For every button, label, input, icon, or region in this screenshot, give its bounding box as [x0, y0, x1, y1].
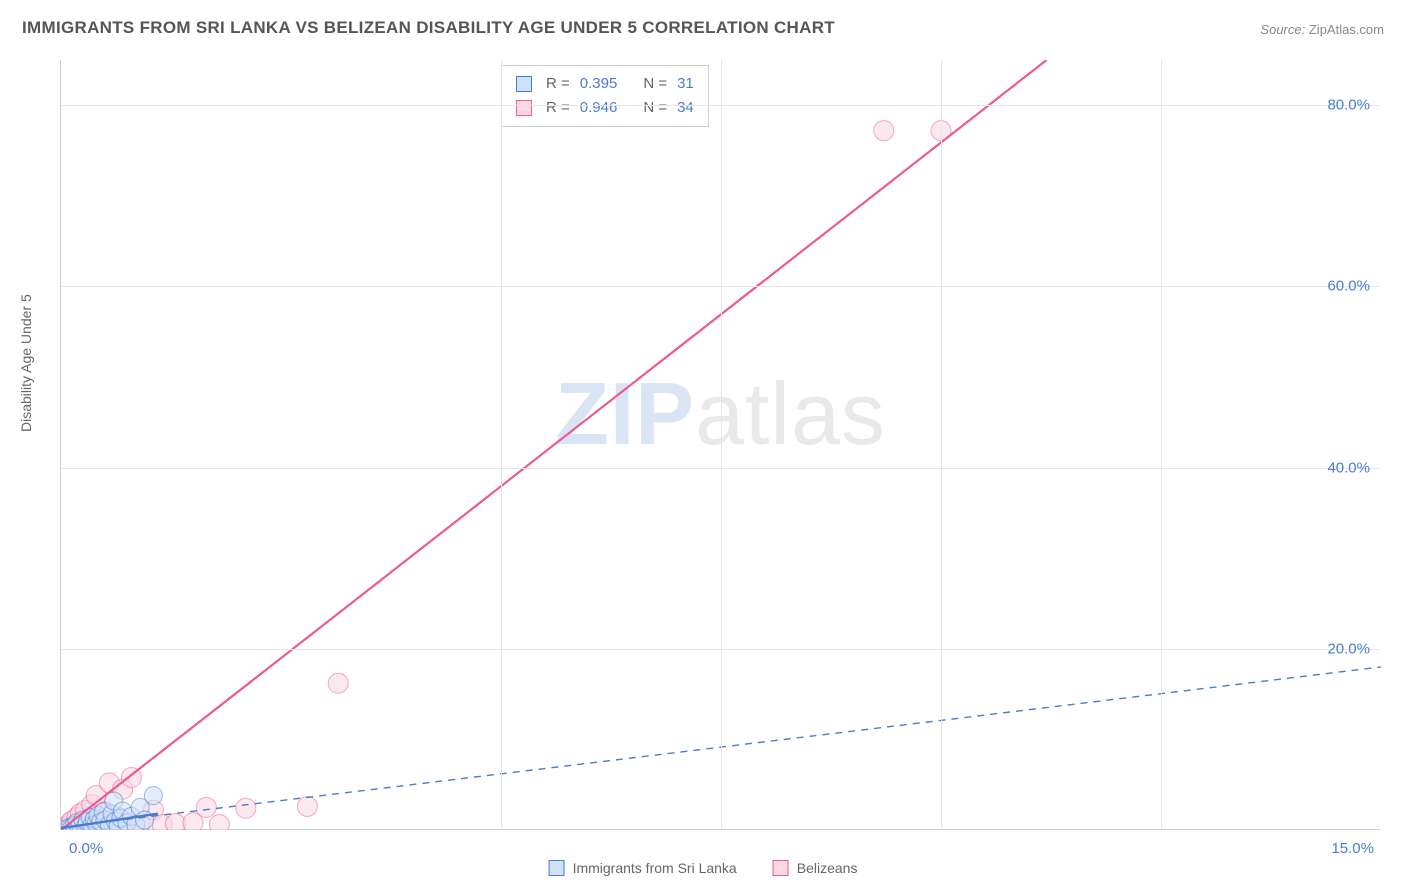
source-attribution: Source: ZipAtlas.com	[1260, 22, 1384, 37]
data-point	[209, 815, 229, 830]
data-point	[196, 797, 216, 817]
y-axis-label: Disability Age Under 5	[18, 294, 34, 432]
y-tick-label: 60.0%	[1327, 278, 1370, 295]
bottom-swatch-b	[773, 860, 789, 876]
y-tick-label: 80.0%	[1327, 97, 1370, 114]
gridline-v	[1161, 60, 1162, 829]
legend-row-a: R = 0.395 N = 31	[516, 72, 694, 96]
source-value: ZipAtlas.com	[1309, 22, 1384, 37]
bottom-label-a: Immigrants from Sri Lanka	[573, 860, 737, 876]
y-tick-label: 20.0%	[1327, 640, 1370, 657]
r-value-a: 0.395	[580, 72, 618, 96]
bottom-label-b: Belizeans	[797, 860, 858, 876]
n-label: N =	[643, 96, 667, 120]
gridline-v	[721, 60, 722, 829]
r-label: R =	[546, 96, 570, 120]
correlation-legend: R = 0.395 N = 31 R = 0.946 N = 34	[501, 65, 709, 127]
x-tick-label: 15.0%	[1331, 840, 1374, 857]
legend-swatch-a	[516, 76, 532, 92]
data-point	[297, 796, 317, 816]
r-value-b: 0.946	[580, 96, 618, 120]
data-point	[165, 814, 185, 830]
trend-line	[61, 60, 1047, 830]
gridline-v	[501, 60, 502, 829]
bottom-legend: Immigrants from Sri Lanka Belizeans	[549, 860, 858, 876]
r-label: R =	[546, 72, 570, 96]
bottom-legend-item-a: Immigrants from Sri Lanka	[549, 860, 737, 876]
chart-title: IMMIGRANTS FROM SRI LANKA VS BELIZEAN DI…	[22, 18, 835, 38]
x-tick-label: 0.0%	[69, 840, 103, 857]
gridline-v	[941, 60, 942, 829]
n-label: N =	[643, 72, 667, 96]
data-point	[328, 673, 348, 693]
y-tick-label: 40.0%	[1327, 459, 1370, 476]
data-point	[144, 787, 162, 805]
n-value-a: 31	[677, 72, 694, 96]
data-point	[874, 121, 894, 141]
n-value-b: 34	[677, 96, 694, 120]
bottom-legend-item-b: Belizeans	[773, 860, 858, 876]
data-point	[236, 798, 256, 818]
bottom-swatch-a	[549, 860, 565, 876]
source-label: Source:	[1260, 22, 1305, 37]
plot-area: ZIPatlas R = 0.395 N = 31 R = 0.946 N = …	[60, 60, 1380, 830]
legend-row-b: R = 0.946 N = 34	[516, 96, 694, 120]
legend-swatch-b	[516, 100, 532, 116]
